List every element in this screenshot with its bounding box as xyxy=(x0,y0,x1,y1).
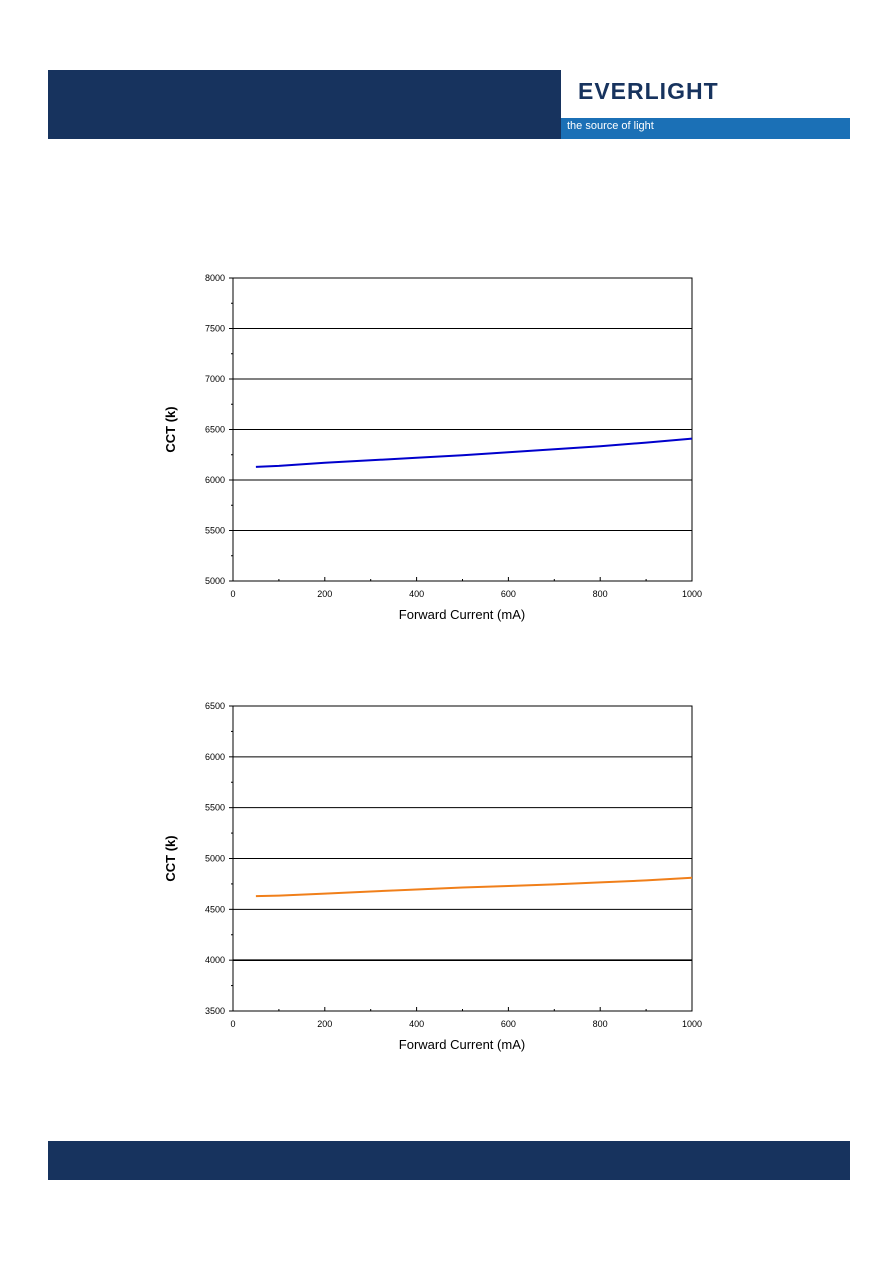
x-tick-label: 0 xyxy=(230,589,235,599)
x-tick-label: 0 xyxy=(230,1019,235,1029)
y-axis-title: CCT (k) xyxy=(163,406,178,452)
chart-2: 3500 4000 4500 5000 5500 6000 6500 0 200 400 600 80… xyxy=(163,701,702,1052)
x-tick-label: 200 xyxy=(317,589,332,599)
x-axis-title: Forward Current (mA) xyxy=(399,607,525,622)
x-tick-label: 200 xyxy=(317,1019,332,1029)
y-tick-label: 5000 xyxy=(205,854,225,864)
x-tick-label: 400 xyxy=(409,1019,424,1029)
y-tick-label: 5500 xyxy=(205,803,225,813)
y-tick-label: 6500 xyxy=(205,425,225,435)
series-line xyxy=(255,876,693,898)
tagline: the source of light xyxy=(567,120,654,132)
y-tick-label: 6500 xyxy=(205,701,225,711)
x-tick-label: 1000 xyxy=(682,1019,702,1029)
y-tick-label: 4000 xyxy=(205,955,225,965)
tagline-bar: the source of light xyxy=(561,118,850,139)
y-tick-label: 6000 xyxy=(205,752,225,762)
y-tick-label: 5000 xyxy=(205,576,225,586)
header-band xyxy=(48,70,561,139)
y-tick-label: 4500 xyxy=(205,904,225,914)
y-tick-label: 7000 xyxy=(205,374,225,384)
y-tick-label: 8000 xyxy=(205,273,225,283)
brand-logo: EVERLIGHT the source of light xyxy=(561,70,850,139)
y-tick-label: 7500 xyxy=(205,324,225,334)
x-tick-label: 600 xyxy=(501,589,516,599)
y-tick-label: 6000 xyxy=(205,475,225,485)
footer-band xyxy=(48,1141,850,1180)
x-axis-title: Forward Current (mA) xyxy=(399,1037,525,1052)
x-tick-label: 1000 xyxy=(682,589,702,599)
x-tick-label: 800 xyxy=(593,589,608,599)
brand-name: EVERLIGHT xyxy=(578,78,719,104)
y-axis-title: CCT (k) xyxy=(163,835,178,881)
y-tick-label: 3500 xyxy=(205,1006,225,1016)
x-tick-label: 600 xyxy=(501,1019,516,1029)
x-tick-label: 400 xyxy=(409,589,424,599)
y-tick-label: 5500 xyxy=(205,526,225,536)
x-tick-label: 800 xyxy=(593,1019,608,1029)
series-line xyxy=(255,437,693,468)
chart-1: 5000 5500 6000 6500 7000 7500 8000 0 200 400 600 80… xyxy=(163,273,702,622)
